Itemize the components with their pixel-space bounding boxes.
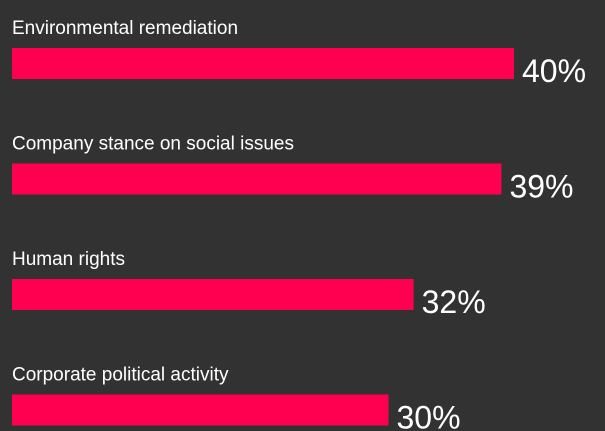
value-label: 40% bbox=[522, 53, 586, 89]
bar bbox=[12, 48, 514, 79]
category-label: Company stance on social issues bbox=[12, 134, 294, 155]
bar bbox=[12, 394, 389, 426]
value-label: 39% bbox=[509, 169, 573, 205]
bar bbox=[12, 279, 414, 310]
category-label: Environmental remediation bbox=[12, 18, 238, 39]
value-label: 30% bbox=[397, 400, 461, 431]
category-label: Human rights bbox=[12, 249, 125, 270]
category-label: Corporate political activity bbox=[12, 365, 229, 386]
bar bbox=[12, 163, 502, 195]
value-label: 32% bbox=[422, 284, 486, 320]
